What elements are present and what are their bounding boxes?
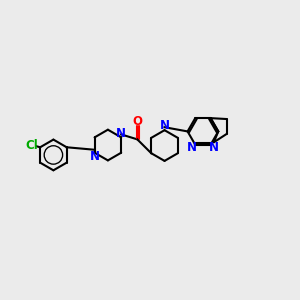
Text: N: N — [208, 141, 219, 154]
Text: N: N — [160, 119, 170, 133]
Text: O: O — [132, 115, 142, 128]
Text: Cl: Cl — [26, 139, 39, 152]
Text: N: N — [90, 150, 100, 163]
Text: N: N — [187, 141, 197, 154]
Text: N: N — [116, 127, 126, 140]
